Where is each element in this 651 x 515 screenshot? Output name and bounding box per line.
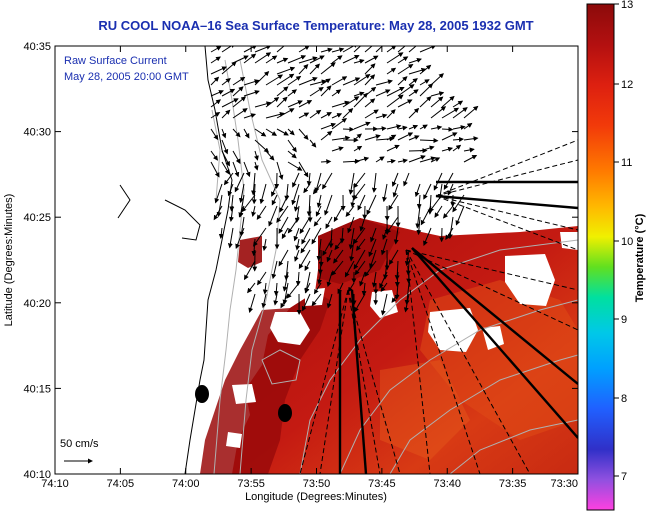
x-tick-label: 73:30 [550, 478, 578, 490]
colorbar-tick-label: 13 [621, 0, 633, 11]
colorbar-tick-label: 7 [621, 471, 627, 483]
colorbar-ticks: 13 12 11 10 9 8 7 [614, 0, 633, 483]
x-tick-label: 73:45 [368, 478, 396, 490]
x-tick-label: 73:55 [237, 478, 265, 490]
bathymetry-contours [211, 59, 578, 474]
colorbar-title: Temperature (°C) [634, 213, 646, 302]
map-plot [55, 46, 578, 474]
scale-label: 50 cm/s [60, 438, 99, 450]
x-tick-label: 73:40 [433, 478, 461, 490]
y-tick-label: 40:10 [23, 469, 51, 481]
colorbar-tick-label: 10 [621, 236, 633, 248]
x-axis: 74:10 74:05 74:00 73:55 73:50 73:45 73:40 73:35… [41, 46, 579, 490]
transect-lines [338, 180, 578, 474]
colorbar-tick-label: 9 [621, 314, 627, 326]
current-vectors [210, 46, 479, 316]
x-axis-label: Longitude (Degrees:Minutes) [245, 491, 387, 503]
colorbar-tick-label: 8 [621, 393, 627, 405]
y-tick-label: 40:30 [23, 127, 51, 139]
y-tick-label: 40:20 [23, 298, 51, 310]
x-tick-label: 73:50 [303, 478, 331, 490]
colorbar-tick-label: 12 [621, 79, 633, 91]
x-tick-label: 74:00 [172, 478, 200, 490]
colorbar-tick-label: 11 [621, 157, 632, 169]
radial-lines [299, 139, 578, 474]
colorbar [586, 3, 615, 511]
buoy-marker [278, 404, 292, 422]
y-tick-label: 40:25 [23, 212, 51, 224]
legend-line-2: May 28, 2005 20:00 GMT [64, 71, 189, 83]
x-tick-label: 73:35 [499, 478, 527, 490]
x-tick-label: 74:10 [41, 478, 69, 490]
buoy-marker [195, 385, 209, 403]
map-title: RU COOL NOAA–16 Sea Surface Temperature:… [98, 18, 533, 33]
legend-line-1: Raw Surface Current [64, 55, 167, 67]
x-tick-label: 74:05 [107, 478, 135, 490]
y-tick-label: 40:35 [23, 41, 51, 53]
y-axis: 40:35 40:30 40:25 40:20 40:15 40:10 [23, 41, 578, 481]
y-axis-label: Latitude (Degrees:Minutes) [3, 194, 15, 327]
y-tick-label: 40:15 [23, 383, 51, 395]
